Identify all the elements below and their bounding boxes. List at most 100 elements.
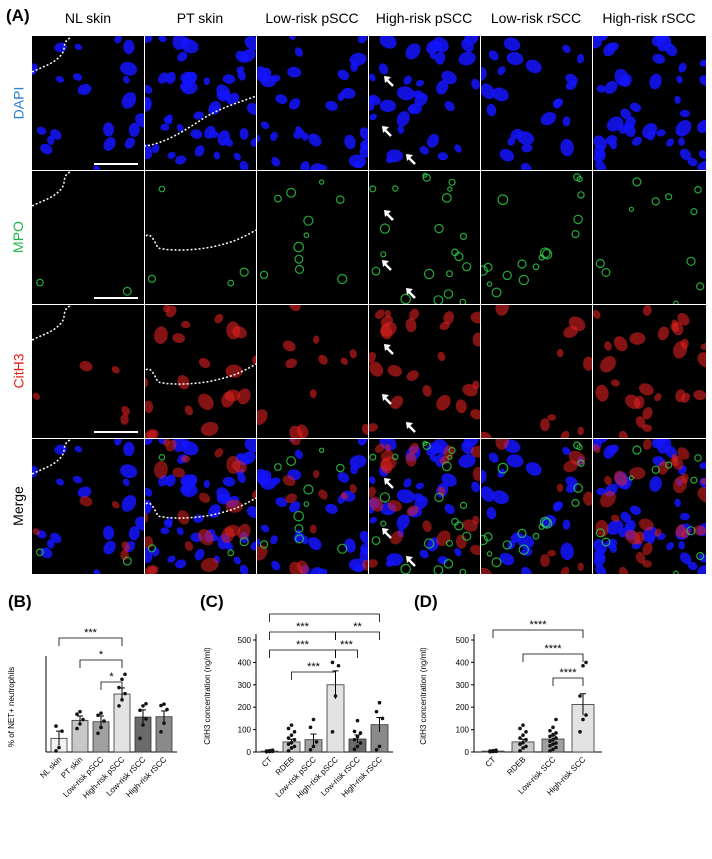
panel-d-label: (D) xyxy=(414,592,438,611)
significance-label: *** xyxy=(296,621,310,633)
data-point xyxy=(267,748,272,753)
panel-c-label: (C) xyxy=(200,592,224,611)
panel-b-label: (B) xyxy=(8,592,32,611)
significance-label: * xyxy=(109,671,114,683)
data-point xyxy=(138,736,142,741)
data-point xyxy=(292,730,297,734)
micrograph-tile xyxy=(480,36,592,170)
data-point xyxy=(144,701,148,706)
data-point xyxy=(518,742,522,746)
data-point xyxy=(138,708,142,713)
data-point xyxy=(54,749,58,753)
arrow-marker xyxy=(382,528,392,539)
arrow-marker xyxy=(382,394,392,405)
significance-label: *** xyxy=(307,661,321,673)
micrograph-tile xyxy=(480,304,592,438)
significance-bracket xyxy=(291,671,336,680)
data-point xyxy=(355,718,360,723)
data-point xyxy=(159,703,163,708)
arrow-marker xyxy=(384,478,394,489)
data-point xyxy=(144,717,148,721)
micrograph-tile xyxy=(592,36,706,170)
data-point xyxy=(377,700,382,705)
data-point xyxy=(380,716,385,721)
x-tick-label: RDEB xyxy=(505,755,527,777)
data-point xyxy=(75,726,79,731)
column-header: High-risk pSCC xyxy=(375,10,473,26)
y-axis-label: CitH3 concentration (ng/ml) xyxy=(419,647,428,745)
x-tick-label: High-risk rSCC xyxy=(340,755,384,799)
data-point xyxy=(314,740,319,744)
micrograph-tile xyxy=(144,438,256,574)
data-point xyxy=(554,731,558,735)
data-point xyxy=(551,737,555,742)
data-point xyxy=(352,729,357,734)
data-point xyxy=(286,749,291,753)
grid-divider xyxy=(480,36,481,574)
data-point xyxy=(117,704,121,708)
significance-bracket xyxy=(522,653,584,662)
micrograph-tile xyxy=(256,170,368,304)
significance-bracket xyxy=(58,637,123,646)
data-point xyxy=(289,740,294,745)
data-point xyxy=(358,731,363,735)
data-point xyxy=(141,723,145,727)
column-header: High-risk rSCC xyxy=(602,10,696,26)
significance-bracket xyxy=(492,629,584,638)
y-axis-label: % of NET+ neutrophils xyxy=(7,667,16,747)
grid-divider xyxy=(32,438,706,439)
data-point xyxy=(311,717,316,722)
arrow-marker xyxy=(382,126,392,137)
significance-bracket xyxy=(269,649,336,658)
data-point xyxy=(584,713,588,717)
micrograph-tile xyxy=(144,170,256,304)
data-point xyxy=(518,736,522,740)
x-tick-label: NL skin xyxy=(38,755,63,780)
data-point xyxy=(96,713,100,718)
significance-label: **** xyxy=(559,667,577,679)
data-point xyxy=(554,741,558,745)
data-point xyxy=(286,742,291,746)
significance-label: **** xyxy=(529,619,547,631)
data-point xyxy=(99,711,103,715)
data-point xyxy=(159,730,163,734)
data-point xyxy=(548,749,552,753)
chart-d: 0 100 200 300 400 500 CitH3 concentration (ng/… xyxy=(419,619,602,797)
data-point xyxy=(123,672,127,677)
y-tick-label: 500 xyxy=(238,636,252,645)
micrograph-tile xyxy=(256,36,368,170)
data-point xyxy=(289,746,294,750)
y-tick-label: 0 xyxy=(247,748,252,757)
data-point xyxy=(374,709,379,714)
data-point xyxy=(141,704,145,708)
micrograph-tile xyxy=(368,170,480,304)
chart-c: 0 100 200 300 400 500 CitH3 concentration (ng/… xyxy=(203,610,393,800)
arrow-marker xyxy=(406,288,416,299)
data-point xyxy=(578,694,582,698)
data-point xyxy=(584,660,588,665)
data-point xyxy=(330,730,335,734)
micrograph-tile xyxy=(256,438,368,574)
data-point xyxy=(358,741,363,745)
significance-bracket xyxy=(100,681,123,690)
data-point xyxy=(524,730,528,734)
significance-label: * xyxy=(322,610,327,615)
arrow-marker xyxy=(384,344,394,355)
significance-label: ** xyxy=(353,621,362,633)
data-point xyxy=(374,747,379,752)
data-point xyxy=(521,723,525,727)
data-point xyxy=(165,707,169,712)
data-point xyxy=(308,747,313,752)
data-point xyxy=(352,737,357,742)
data-point xyxy=(102,719,106,723)
micrograph-tile xyxy=(480,170,592,304)
data-point xyxy=(120,698,124,702)
x-tick-label: CT xyxy=(484,755,498,769)
y-tick-label: 100 xyxy=(456,726,470,735)
micrograph-tile xyxy=(32,36,144,170)
micrograph-tile xyxy=(256,304,368,438)
data-point xyxy=(578,730,582,734)
y-tick-label: 300 xyxy=(456,681,470,690)
micrograph-tile xyxy=(592,170,706,304)
arrow-marker xyxy=(382,260,392,271)
